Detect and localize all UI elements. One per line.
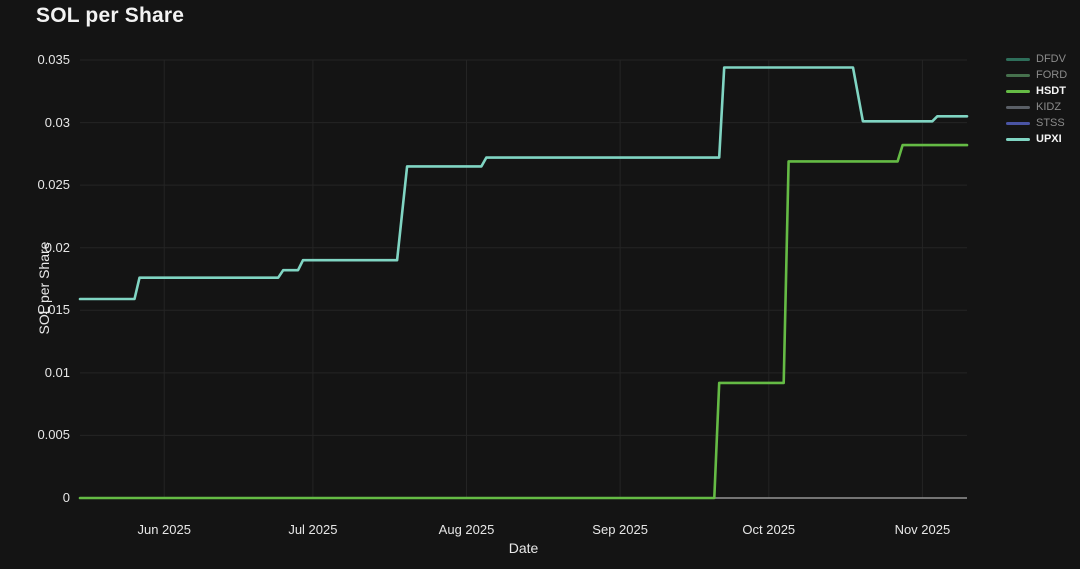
y-axis-tick-label: 0.005 — [37, 427, 70, 443]
y-axis-tick-label: 0.025 — [37, 177, 70, 193]
x-axis-title: Date — [508, 540, 539, 556]
x-axis-tick-label: Nov 2025 — [894, 522, 951, 537]
legend-item-KIDZ[interactable]: KIDZ — [1006, 99, 1067, 115]
legend-label: DFDV — [1036, 52, 1066, 65]
series-line-UPXI — [78, 66, 969, 301]
x-axis-tick-label: Oct 2025 — [742, 522, 796, 537]
y-axis-tick-label: 0.03 — [44, 114, 70, 130]
page-title: SOL per Share — [36, 4, 185, 27]
legend-label: FORD — [1036, 68, 1068, 81]
x-axis-tick-label: Jun 2025 — [137, 522, 191, 537]
y-axis-tick-label: 0.035 — [37, 52, 70, 67]
legend-line-swatch — [1006, 105, 1030, 109]
x-axis-tick-label: Aug 2025 — [438, 522, 495, 537]
legend-item-HSDT[interactable]: HSDT — [1006, 83, 1067, 99]
y-axis-title: SOL per Share — [36, 241, 52, 335]
legend-label: STSS — [1036, 116, 1065, 129]
legend-item-DFDV[interactable]: DFDV — [1006, 51, 1067, 67]
legend-label: KIDZ — [1036, 100, 1062, 113]
legend-item-FORD[interactable]: FORD — [1006, 67, 1067, 83]
legend-line-swatch — [1006, 121, 1030, 125]
y-axis-tick-label: 0.01 — [44, 364, 70, 380]
x-axis-tick-label: Sep 2025 — [592, 522, 648, 537]
y-axis-tick-label: 0 — [62, 490, 70, 505]
legend-line-swatch — [1006, 57, 1030, 61]
legend-line-swatch — [1006, 89, 1030, 93]
legend-label: UPXI — [1036, 132, 1062, 145]
legend-item-UPXI[interactable]: UPXI — [1006, 131, 1067, 147]
legend-label: HSDT — [1036, 84, 1066, 97]
x-axis-tick-label: Jul 2025 — [288, 522, 338, 537]
legend-line-swatch — [1006, 73, 1030, 77]
legend-line-swatch — [1006, 137, 1030, 141]
series-line-HSDT — [78, 143, 969, 500]
y-axis-tick-label: 0.02 — [44, 239, 70, 255]
legend: DFDV FORD HSDT KIDZ STSS UPXI — [1006, 51, 1067, 147]
legend-item-STSS[interactable]: STSS — [1006, 115, 1067, 131]
y-axis-tick-label: 0.015 — [37, 302, 70, 318]
